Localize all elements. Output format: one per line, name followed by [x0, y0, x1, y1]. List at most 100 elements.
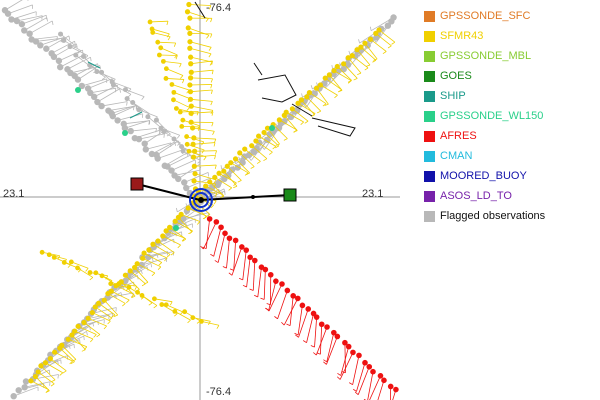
sfmr-observation-barb-flag	[214, 193, 218, 198]
flagged-observation-barb-flag	[369, 26, 372, 31]
flagged-observation-point	[50, 53, 58, 61]
sfmr-observation-barb-flag	[158, 262, 163, 266]
afres-observation-point	[273, 278, 279, 284]
sfmr-observation-barb	[230, 162, 249, 174]
sfmr-observation-barb-flag	[179, 63, 182, 68]
sfmr-observation-barb	[194, 164, 217, 167]
sfmr-observation-point	[163, 228, 169, 234]
legend-item[interactable]: GOES	[424, 68, 472, 84]
sfmr-observation-barb	[189, 84, 212, 86]
sfmr-observation-barb-flag	[316, 110, 321, 114]
sfmr-observation-barb	[151, 28, 170, 35]
flagged-observation-barb-flag	[176, 134, 181, 139]
sfmr-observation-point	[146, 247, 152, 253]
sfmr-observation-barb	[59, 347, 75, 362]
afres-observation-point	[381, 377, 387, 384]
sfmr-observation-barb	[356, 49, 371, 66]
flagged-observation-point	[183, 184, 190, 192]
flagged-observation-barb-flag	[275, 123, 278, 128]
afres-observation-barb	[306, 313, 314, 343]
flagged-observation-barb-flag	[264, 136, 268, 141]
legend-item[interactable]: GPSSONDE_MBL	[424, 48, 531, 64]
sfmr-observation-point	[212, 174, 218, 180]
legend-item[interactable]: MOORED_BUOY	[424, 168, 527, 184]
sfmr-observation-point	[376, 27, 382, 33]
flagged-observation-barb	[132, 102, 150, 114]
flagged-observation-point	[122, 87, 128, 93]
sfmr-observation-barb-flag	[210, 204, 214, 209]
sfmr-observation-barb-flag	[59, 372, 63, 376]
flagged-observation-point	[18, 20, 26, 28]
station-marker-right	[283, 188, 297, 202]
flagged-observation-point	[168, 167, 175, 174]
sfmr-observation-barb	[176, 108, 194, 114]
flagged-observation-barb-flag	[220, 165, 223, 170]
sfmr-observation-barb	[223, 170, 238, 187]
sfmr-observation-point	[87, 270, 93, 275]
legend-item[interactable]: GPSSONDE_SFC	[424, 8, 530, 24]
sfmr-observation-point	[32, 373, 39, 380]
flagged-observation-barb	[83, 314, 110, 323]
link-node	[251, 195, 255, 199]
flagged-observation-barb-flag	[248, 157, 252, 161]
sfmr-observation-barb-flag	[83, 346, 88, 351]
legend-item[interactable]: CMAN	[424, 148, 472, 164]
sfmr-observation-barb	[320, 84, 338, 96]
legend-swatch	[424, 90, 435, 102]
sfmr-observation-point	[38, 363, 44, 369]
sfmr-observation-point	[72, 328, 78, 334]
sfmr-observation-point	[160, 233, 166, 239]
flagged-observation-barb	[167, 154, 191, 167]
observation-map[interactable]: -76.4 -76.4 23.1 23.1	[0, 0, 400, 400]
afres-observation-barb	[203, 221, 217, 250]
flagged-observation-point	[73, 52, 79, 58]
sfmr-observation-barb-flag	[89, 277, 94, 281]
afres-observation-point	[342, 339, 348, 346]
flagged-observation-point	[153, 117, 159, 123]
flagged-observation-barb	[167, 223, 193, 234]
legend-item[interactable]: GPSSONDE_WL150	[424, 108, 543, 124]
afres-observation-barb-flag	[238, 277, 243, 281]
legend-item[interactable]: ASOS_LD_TO	[424, 188, 512, 204]
sfmr-observation-point	[334, 63, 340, 70]
flagged-observation-barb-flag	[101, 77, 106, 80]
afres-observation-barb-flag	[337, 372, 341, 376]
sfmr-observation-barb	[101, 275, 118, 286]
afres-observation-barb-flag	[210, 253, 214, 257]
flagged-observation-point	[56, 63, 64, 71]
legend-item[interactable]: AFRES	[424, 128, 477, 144]
flagged-observation-barb-flag	[146, 266, 149, 271]
sfmr-observation-barb-flag	[103, 325, 107, 330]
legend-label: Flagged observations	[440, 210, 546, 222]
legend-item[interactable]: SHIP	[424, 88, 466, 104]
flagged-observation-barb-flag	[156, 253, 159, 258]
sfmr-observation-point	[313, 85, 320, 91]
afres-observation-point	[299, 302, 306, 309]
afres-observation-barb	[390, 386, 392, 400]
sfmr-observation-barb-flag	[90, 338, 94, 343]
flagged-observation-barb	[124, 119, 150, 129]
sfmr-observation-point	[295, 100, 301, 106]
legend-item[interactable]: SFMR43	[424, 28, 483, 44]
bottom-longitude-label: -76.4	[206, 386, 232, 398]
flagged-observation-barb-flag	[120, 292, 123, 297]
legend-item[interactable]: Flagged observations	[424, 208, 545, 224]
sfmr-observation-barb-flag	[283, 138, 288, 141]
afres-observation-point	[218, 224, 224, 231]
afres-observation-point	[377, 373, 384, 379]
sfmr-observation-barb	[337, 66, 352, 81]
flagged-observation-barb-flag	[339, 62, 342, 67]
flagged-observation-barb	[51, 40, 75, 54]
flagged-observation-barb-flag	[348, 50, 351, 55]
flagged-observation-barb	[239, 142, 260, 161]
sfmr-observation-barb-flag	[93, 334, 97, 338]
flagged-observation-barb-flag	[366, 39, 369, 44]
sfmr-observation-point	[180, 117, 186, 123]
flagged-observation-barb-flag	[356, 52, 360, 57]
afres-observation-barb	[246, 257, 251, 288]
legend-swatch	[424, 170, 435, 182]
sfmr-observation-point	[39, 249, 45, 255]
sfmr-observation-point	[75, 265, 80, 271]
flagged-observation-barb-flag	[274, 126, 278, 131]
flagged-observation-barb-flag	[128, 88, 132, 93]
